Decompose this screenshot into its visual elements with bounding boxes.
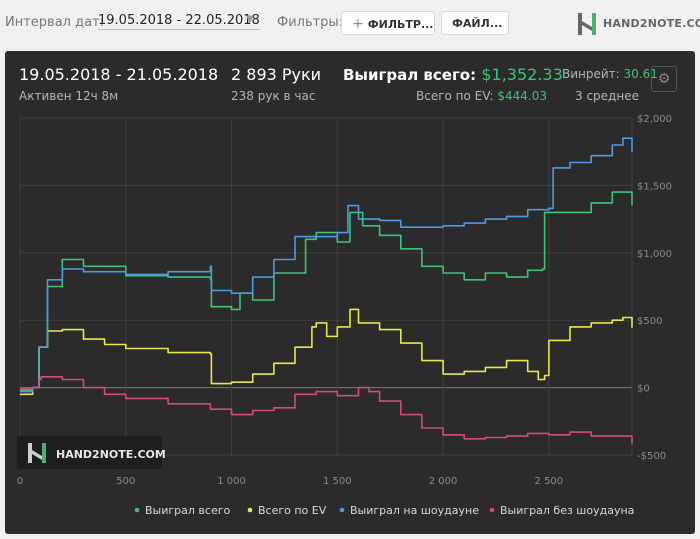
winrate: Винрейт: 30.61 [562, 67, 658, 81]
won-label: Выиграл всего: [343, 66, 477, 84]
winrate-label: Винрейт: [562, 67, 620, 81]
filters-label: Фильтры: [277, 15, 344, 30]
date-range: 19.05.2018 - 21.05.2018 [19, 65, 219, 84]
interval-label: Интервал дат: [5, 15, 105, 30]
date-interval-select[interactable]: 19.05.2018 - 22.05.2018 [98, 13, 260, 30]
hands-count: 2 893 Руки [231, 65, 322, 84]
filter-button-label: ФИЛЬТР... [367, 18, 434, 31]
ev-value: $444.03 [497, 89, 547, 103]
won-total: Выиграл всего: $1,352.33 [343, 65, 563, 84]
filter-button[interactable]: + ФИЛЬТР... [341, 11, 435, 35]
ev-label: Всего по EV: [416, 89, 494, 103]
winrate-value: 30.61 [623, 67, 658, 81]
h2n-logo-icon [578, 13, 596, 35]
ev-total: Всего по EV: $444.03 [416, 89, 547, 103]
won-value: $1,352.33 [481, 65, 563, 84]
files-button[interactable]: ФАЙЛ... [441, 11, 509, 35]
winrate-mode[interactable]: 3 среднее числ [575, 89, 641, 103]
plus-icon: + [352, 16, 364, 32]
gear-icon[interactable]: ⚙ [651, 66, 677, 92]
hands-per-hour: 238 рук в час [231, 89, 316, 103]
chevron-down-icon[interactable]: ▼ [246, 14, 254, 25]
graph-panel: 19.05.2018 - 21.05.2018 Активен 12ч 8м 2… [5, 51, 695, 534]
active-time: Активен 12ч 8м [19, 89, 119, 103]
toolbar: Интервал дат: 19.05.2018 - 22.05.2018 ▼ … [0, 0, 700, 50]
brand-logo[interactable]: HAND2NOTE.COM [577, 11, 700, 37]
files-button-label: ФАЙЛ... [452, 17, 503, 30]
logo-text: HAND2NOTE.COM [603, 17, 700, 30]
